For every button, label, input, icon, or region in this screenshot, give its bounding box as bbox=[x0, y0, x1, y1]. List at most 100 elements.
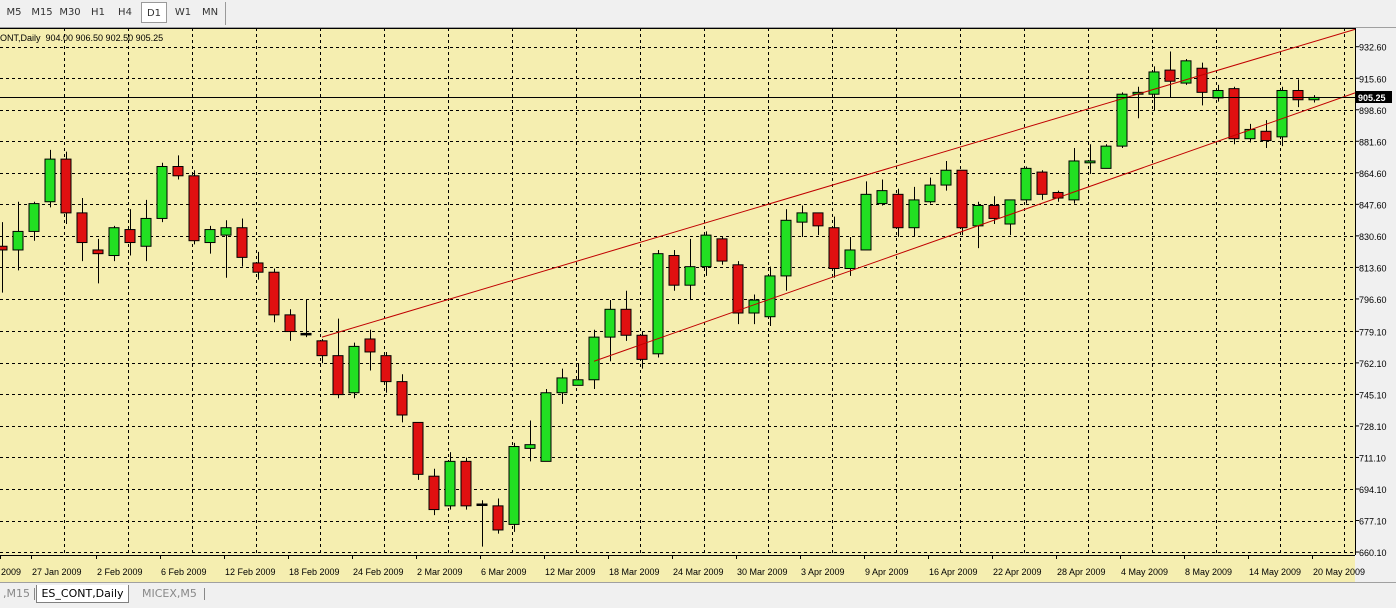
timeframe-mn-button[interactable]: MN bbox=[201, 7, 219, 18]
tab-es-cont-daily[interactable]: ES_CONT,Daily bbox=[36, 585, 129, 603]
candle-body bbox=[252, 262, 264, 273]
candle-body bbox=[908, 199, 920, 229]
candle-body bbox=[508, 446, 520, 525]
candle-body bbox=[636, 334, 648, 360]
candle-body bbox=[620, 308, 632, 336]
candle-body bbox=[140, 217, 152, 247]
candle-body bbox=[220, 227, 232, 236]
candle-body bbox=[828, 227, 840, 270]
candle-body bbox=[428, 475, 440, 511]
candle-body bbox=[460, 460, 472, 507]
candlestick-chart[interactable]: 932.60 915.60 898.60 881.60 864.60 847.60 830.… bbox=[0, 28, 1396, 582]
candle-body bbox=[300, 332, 312, 336]
candle-body bbox=[188, 175, 200, 242]
trendline bbox=[593, 92, 1356, 362]
candle-body bbox=[76, 212, 88, 244]
candle-body bbox=[524, 444, 536, 449]
candle-body bbox=[124, 229, 136, 244]
candle-body bbox=[172, 166, 184, 177]
y-axis-tick-label: 915.60 bbox=[1359, 74, 1387, 84]
candle-body bbox=[860, 193, 872, 251]
x-axis-tick-label: 18 Mar 2009 bbox=[609, 567, 660, 577]
candle-body bbox=[1004, 199, 1016, 225]
y-axis-tick-label: 847.60 bbox=[1359, 200, 1387, 210]
y-axis-tick-label: 881.60 bbox=[1359, 137, 1387, 147]
plot-background bbox=[0, 28, 1355, 582]
candle-body bbox=[540, 392, 552, 462]
x-axis: 2009 27 Jan 2009 2 Feb 2009 6 Feb 2009 12 Fe… bbox=[0, 555, 1365, 577]
y-axis-tick-label: 796.60 bbox=[1359, 295, 1387, 305]
candle-body bbox=[1276, 89, 1288, 138]
x-axis-tick-label: 8 May 2009 bbox=[1185, 567, 1232, 577]
timeframe-m30-button[interactable]: M30 bbox=[59, 7, 81, 18]
tab-m15[interactable]: ,M15 bbox=[3, 587, 30, 600]
timeframe-m5-button[interactable]: M5 bbox=[6, 7, 22, 18]
toolbar-separator bbox=[225, 2, 226, 25]
candle-body bbox=[844, 249, 856, 270]
x-axis-tick-label: 6 Mar 2009 bbox=[481, 567, 527, 577]
candle-body bbox=[92, 249, 104, 255]
timeframe-h1-button[interactable]: H1 bbox=[91, 7, 105, 18]
candle-body bbox=[892, 193, 904, 229]
x-axis-tick-label: 18 Feb 2009 bbox=[289, 567, 340, 577]
candle-body bbox=[1212, 89, 1224, 99]
candle-body bbox=[780, 219, 792, 277]
x-axis-tick-label: 12 Feb 2009 bbox=[225, 567, 276, 577]
y-axis: 932.60 915.60 898.60 881.60 864.60 847.60 830.… bbox=[1355, 43, 1387, 558]
candle-body bbox=[940, 169, 952, 186]
grid-layer bbox=[0, 28, 1355, 555]
candle-body bbox=[1116, 93, 1128, 147]
x-axis-tick-label: 2 Mar 2009 bbox=[417, 567, 463, 577]
x-axis-tick-label: 22 Apr 2009 bbox=[993, 567, 1042, 577]
candle-body bbox=[1148, 71, 1160, 95]
candle-body bbox=[1020, 167, 1032, 201]
y-axis-tick-label: 711.10 bbox=[1359, 453, 1386, 463]
candle-body bbox=[1260, 130, 1272, 142]
candle-layer bbox=[0, 51, 1320, 547]
candle-body bbox=[444, 460, 456, 507]
x-axis-tick-label: 27 Jan 2009 bbox=[32, 567, 82, 577]
x-axis-tick-label: 24 Mar 2009 bbox=[673, 567, 724, 577]
candle-body bbox=[876, 190, 888, 205]
trendline bbox=[321, 28, 1356, 338]
candle-body bbox=[1100, 145, 1112, 169]
y-axis-tick-label: 660.10 bbox=[1359, 548, 1387, 558]
candle-body bbox=[1180, 60, 1192, 84]
candle-body bbox=[684, 266, 696, 286]
timeframe-h4-button[interactable]: H4 bbox=[118, 7, 132, 18]
candle-body bbox=[1228, 88, 1240, 140]
timeframe-m15-button[interactable]: M15 bbox=[31, 7, 53, 18]
current-price-label: 905.25 bbox=[1356, 91, 1392, 103]
candle-body bbox=[732, 264, 744, 314]
x-axis-tick-label: 3 Apr 2009 bbox=[801, 567, 845, 577]
candle-body bbox=[1084, 160, 1096, 164]
tab-micex-m5[interactable]: MICEX,M5 bbox=[142, 587, 197, 600]
candle-body bbox=[956, 169, 968, 229]
timeframe-w1-button[interactable]: W1 bbox=[174, 7, 192, 18]
timeframe-d1-button[interactable]: D1 bbox=[141, 2, 167, 23]
y-axis-tick-label: 813.60 bbox=[1359, 263, 1387, 273]
trendline-layer bbox=[321, 28, 1356, 362]
y-axis-tick-label: 762.10 bbox=[1359, 359, 1387, 369]
x-axis-tick-label: 2 Feb 2009 bbox=[97, 567, 143, 577]
candle-body bbox=[796, 212, 808, 223]
x-axis-tick-label: 14 May 2009 bbox=[1249, 567, 1301, 577]
tab-separator bbox=[34, 588, 35, 600]
x-axis-tick-label: 9 Apr 2009 bbox=[865, 567, 909, 577]
candle-body bbox=[668, 255, 680, 286]
candle-body bbox=[972, 204, 984, 227]
candle-body bbox=[1036, 171, 1048, 195]
candle-body bbox=[44, 158, 56, 203]
candle-body bbox=[316, 340, 328, 357]
x-axis-tick-label: 24 Feb 2009 bbox=[353, 567, 404, 577]
candle-body bbox=[396, 381, 408, 416]
candle-body bbox=[268, 271, 280, 316]
y-axis-tick-label: 779.10 bbox=[1359, 327, 1387, 337]
candle-body bbox=[0, 245, 8, 251]
y-axis-tick-label: 830.60 bbox=[1359, 232, 1387, 242]
y-axis-tick-label: 677.10 bbox=[1359, 517, 1387, 527]
candle-body bbox=[556, 377, 568, 394]
x-axis-tick-label: 4 May 2009 bbox=[1121, 567, 1168, 577]
candle-body bbox=[476, 503, 488, 507]
y-axis-tick-label: 694.10 bbox=[1359, 485, 1387, 495]
